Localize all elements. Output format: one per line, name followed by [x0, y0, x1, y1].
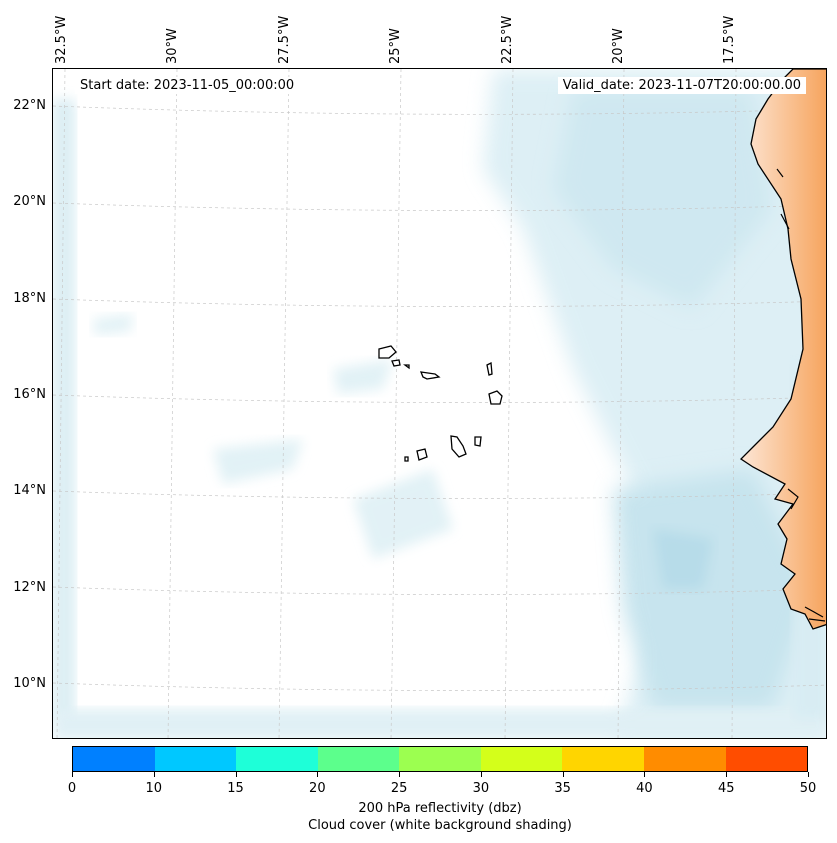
longitude-label: 17.5°W — [722, 15, 737, 64]
map-canvas — [53, 69, 826, 738]
colorbar-tick — [235, 772, 237, 777]
colorbar-tick — [317, 772, 319, 777]
colorbar-segment — [725, 747, 808, 771]
colorbar-tick-label: 30 — [472, 781, 490, 796]
colorbar-segment — [317, 747, 400, 771]
colorbar-tick-label: 35 — [554, 781, 571, 796]
latitude-label: 20°N — [13, 194, 46, 209]
colorbar-tick-label: 25 — [390, 781, 408, 796]
longitude-label: 25°W — [388, 28, 403, 64]
coastline-details — [776, 168, 826, 622]
map-panel: Start date: 2023-11-05_00:00:00 Valid_da… — [52, 68, 827, 739]
colorbar-label-cloud-cover: Cloud cover (white background shading) — [308, 818, 572, 833]
colorbar-segment — [562, 747, 644, 771]
longitude-label: 27.5°W — [277, 15, 292, 64]
colorbar-tick-label: 45 — [717, 781, 735, 796]
colorbar-tick-label: 20 — [309, 781, 326, 796]
cape-verde-islands — [378, 345, 503, 462]
colorbar-segment — [643, 747, 726, 771]
latitude-label: 10°N — [13, 676, 46, 691]
colorbar-tick — [808, 772, 809, 777]
longitude-label: 32.5°W — [54, 15, 69, 64]
colorbar-segment — [236, 747, 318, 771]
colorbar-segment — [399, 747, 481, 771]
longitude-label: 20°W — [611, 28, 626, 64]
colorbar-tick — [562, 772, 564, 777]
latitude-label: 16°N — [13, 387, 46, 402]
colorbar-tick-label: 15 — [227, 781, 244, 796]
latitude-label: 22°N — [13, 98, 46, 113]
colorbar-tick — [480, 772, 482, 777]
colorbar-tick — [72, 772, 73, 777]
colorbar-tick-label: 50 — [799, 781, 817, 796]
colorbar-segment — [73, 747, 155, 771]
colorbar-tick — [399, 772, 401, 777]
valid-date-label: Valid_date: 2023-11-07T20:00:00.00 — [557, 77, 806, 94]
africa-coast-land — [739, 69, 826, 630]
cloud-cover-shading — [53, 69, 826, 738]
colorbar-tick-label: 40 — [636, 781, 653, 796]
colorbar-segment — [154, 747, 237, 771]
colorbar-tick — [153, 772, 155, 777]
colorbar-segment — [480, 747, 563, 771]
start-date-label: Start date: 2023-11-05_00:00:00 — [75, 77, 300, 94]
colorbar-tick-label: 10 — [145, 781, 163, 796]
longitude-label: 30°W — [165, 28, 180, 64]
colorbar-tick — [644, 772, 646, 777]
reflectivity-colorbar — [72, 746, 808, 772]
latitude-label: 12°N — [13, 580, 46, 595]
longitude-label: 22.5°W — [500, 15, 515, 64]
colorbar-label-reflectivity: 200 hPa reflectivity (dbz) — [358, 801, 522, 816]
colorbar-tick — [726, 772, 728, 777]
colorbar-tick-label: 0 — [67, 781, 77, 796]
latitude-label: 14°N — [13, 483, 46, 498]
latitude-label: 18°N — [13, 291, 46, 306]
graticule — [53, 69, 826, 738]
